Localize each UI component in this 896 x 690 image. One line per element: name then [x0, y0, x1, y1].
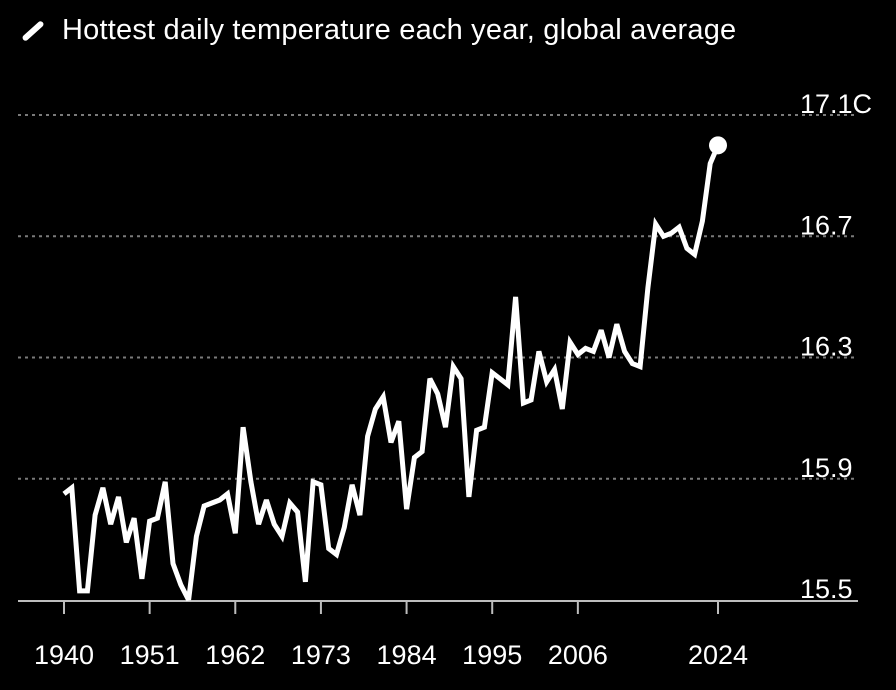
x-tick-label: 1984 — [377, 640, 437, 670]
series-lines — [62, 136, 727, 602]
x-tick-label: 1973 — [291, 640, 351, 670]
y-tick-label: 15.5 — [800, 574, 853, 604]
x-tick-label: 1995 — [462, 640, 522, 670]
y-tick-label: 17.1C — [800, 89, 872, 119]
x-tick-label: 1951 — [120, 640, 180, 670]
gridlines — [18, 114, 858, 480]
y-tick-label: 16.7 — [800, 210, 853, 240]
x-axis: 1940 1951 1962 1973 1984 1995 2006 2024 — [18, 600, 858, 670]
x-tick-label: 2024 — [688, 640, 748, 670]
chart-header: Hottest daily temperature each year, glo… — [20, 14, 736, 47]
y-tick-label: 15.9 — [800, 453, 853, 483]
temperature-series-line — [62, 144, 721, 602]
x-tick-label: 1962 — [205, 640, 265, 670]
x-tick-label: 2006 — [548, 640, 608, 670]
y-axis-tick-labels: 17.1C 16.7 16.3 15.9 15.5 — [800, 89, 872, 604]
chart-title: Hottest daily temperature each year, glo… — [62, 14, 737, 46]
y-tick-label: 16.3 — [800, 332, 853, 362]
latest-value-marker — [709, 136, 727, 155]
x-tick-label: 1940 — [34, 640, 94, 670]
